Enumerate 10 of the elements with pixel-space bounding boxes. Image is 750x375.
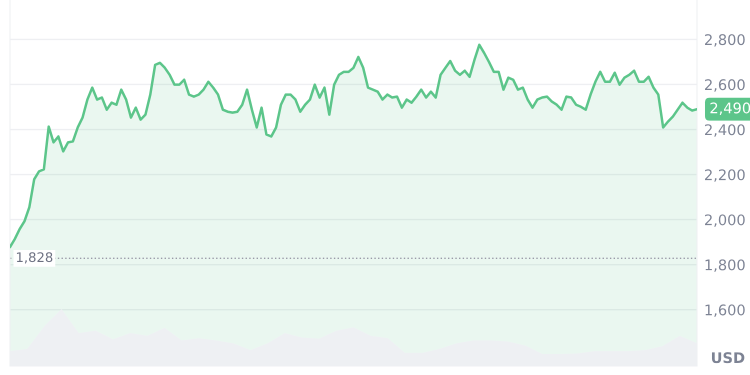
y-tick-label: 2,200 (705, 169, 745, 182)
y-tick-label: 1,800 (706, 259, 745, 272)
y-tick-label: 2,400 (705, 124, 745, 137)
y-tick-label: 2,800 (705, 34, 745, 47)
y-tick-label: 2,600 (705, 79, 745, 92)
y-axis-title: USD (712, 352, 744, 364)
ref-line-label: 1,828 (16, 252, 52, 264)
text: 2,490 (710, 102, 750, 115)
y-tick-label: 1,600 (706, 304, 745, 317)
y-tick-label: 2,000 (705, 214, 745, 227)
